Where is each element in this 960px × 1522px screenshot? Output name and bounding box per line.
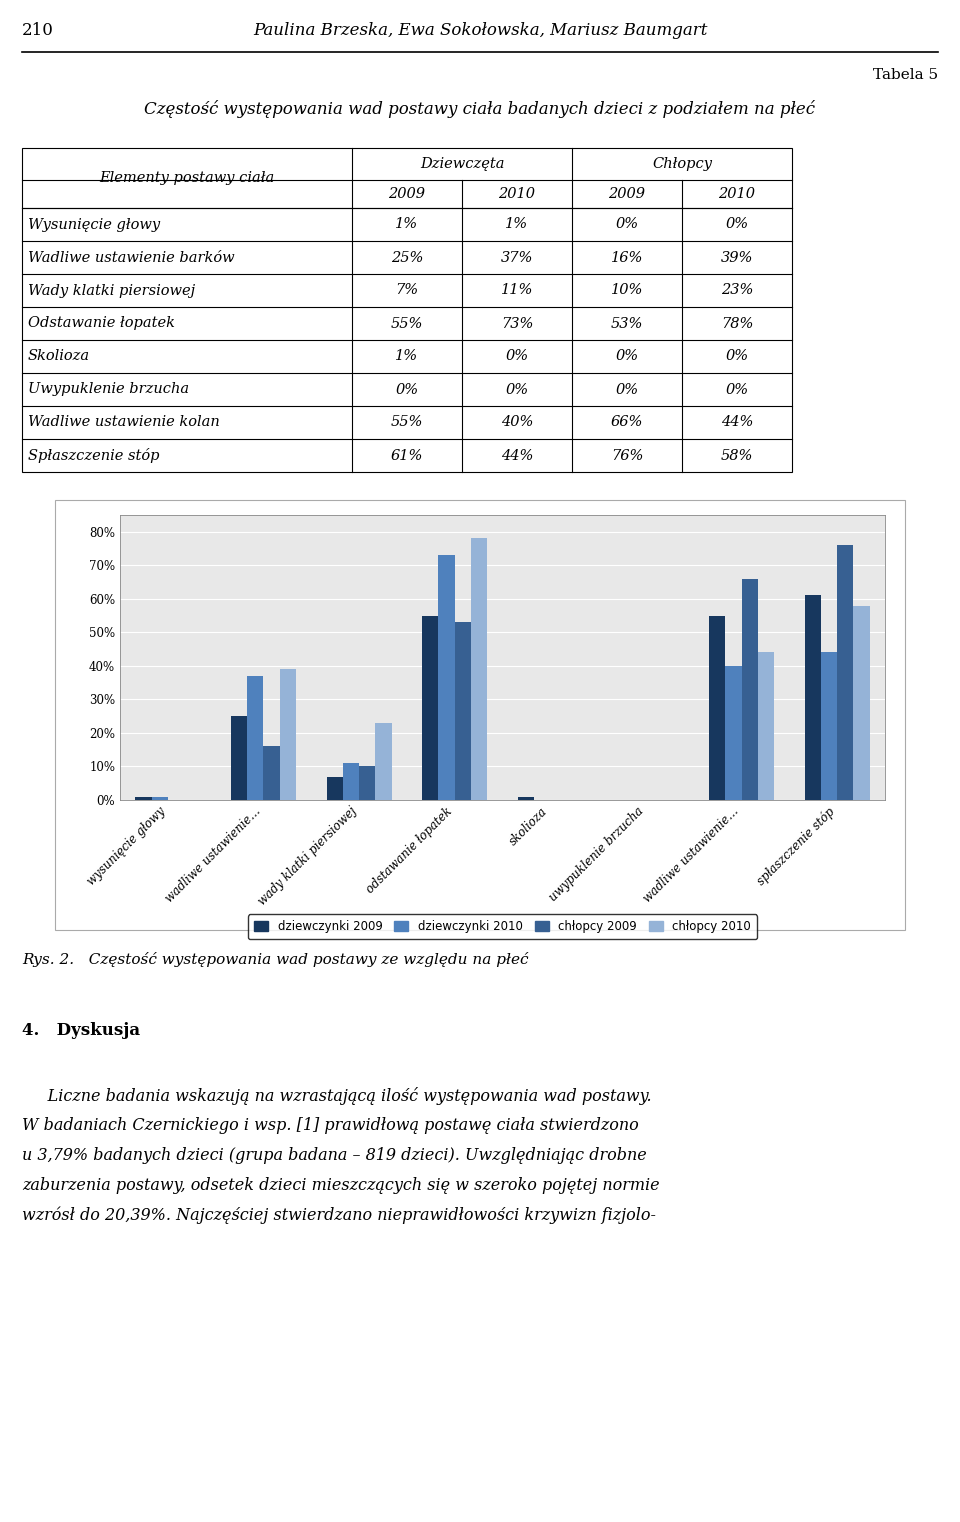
Text: 0%: 0% — [615, 382, 638, 397]
Text: Wadliwe ustawienie barków: Wadliwe ustawienie barków — [28, 251, 234, 265]
Text: Liczne badania wskazują na wzrastającą ilość występowania wad postawy.: Liczne badania wskazują na wzrastającą i… — [22, 1087, 652, 1105]
Text: zaburzenia postawy, odsetek dzieci mieszczących się w szeroko pojętej normie: zaburzenia postawy, odsetek dzieci miesz… — [22, 1177, 660, 1193]
Text: 61%: 61% — [391, 449, 423, 463]
Bar — [359, 767, 375, 801]
Legend: dziewczynki 2009, dziewczynki 2010, chłopcy 2009, chłopcy 2010: dziewczynki 2009, dziewczynki 2010, chło… — [248, 915, 756, 939]
Bar — [55, 501, 905, 930]
Text: 53%: 53% — [611, 317, 643, 330]
Bar — [247, 676, 263, 801]
Bar — [517, 796, 534, 801]
Text: Wady klatki piersiowej: Wady klatki piersiowej — [28, 283, 195, 297]
Bar — [422, 615, 439, 801]
Text: Częstość występowania wad postawy ciała badanych dzieci z podziałem na płeć: Częstość występowania wad postawy ciała … — [145, 100, 815, 119]
Text: Odstawanie łopatek: Odstawanie łopatek — [28, 317, 175, 330]
Bar — [439, 556, 455, 801]
Text: 66%: 66% — [611, 416, 643, 429]
Text: wzrósł do 20,39%. Najczęściej stwierdzano nieprawidłowości krzywizn fizjolo-: wzrósł do 20,39%. Najczęściej stwierdzan… — [22, 1207, 656, 1225]
Bar — [853, 606, 870, 801]
Text: 16%: 16% — [611, 251, 643, 265]
Bar — [343, 763, 359, 801]
Bar — [471, 539, 487, 801]
Text: 1%: 1% — [396, 350, 419, 364]
Text: 55%: 55% — [391, 317, 423, 330]
Text: 25%: 25% — [391, 251, 423, 265]
Bar — [231, 717, 247, 801]
Text: 0%: 0% — [615, 350, 638, 364]
Bar — [455, 622, 471, 801]
Bar — [152, 796, 168, 801]
Bar — [741, 578, 757, 801]
Text: Elementy postawy ciała: Elementy postawy ciała — [100, 170, 275, 186]
Text: 0%: 0% — [505, 350, 529, 364]
Text: 2010: 2010 — [498, 187, 536, 201]
Text: 40%: 40% — [501, 416, 533, 429]
Text: 78%: 78% — [721, 317, 754, 330]
Text: 0%: 0% — [726, 350, 749, 364]
Text: 37%: 37% — [501, 251, 533, 265]
Bar — [279, 670, 296, 801]
Bar — [326, 776, 343, 801]
Text: Uwypuklenie brzucha: Uwypuklenie brzucha — [28, 382, 189, 397]
Text: 2009: 2009 — [389, 187, 425, 201]
Bar — [726, 667, 741, 801]
Bar — [709, 615, 726, 801]
Text: 0%: 0% — [615, 218, 638, 231]
Text: Paulina Brzeska, Ewa Sokołowska, Mariusz Baumgart: Paulina Brzeska, Ewa Sokołowska, Mariusz… — [252, 21, 708, 40]
Bar — [22, 148, 792, 472]
Text: 76%: 76% — [611, 449, 643, 463]
Text: 0%: 0% — [726, 218, 749, 231]
Text: 58%: 58% — [721, 449, 754, 463]
Text: 10%: 10% — [611, 283, 643, 297]
Text: 55%: 55% — [391, 416, 423, 429]
Text: 2009: 2009 — [609, 187, 645, 201]
Text: Wysunięcie głowy: Wysunięcie głowy — [28, 218, 160, 231]
Text: Skolioza: Skolioza — [28, 350, 90, 364]
Text: Chłopcy: Chłopcy — [652, 157, 712, 170]
Text: 23%: 23% — [721, 283, 754, 297]
Text: 44%: 44% — [501, 449, 533, 463]
Text: W badaniach Czernickiego i wsp. [1] prawidłową postawę ciała stwierdzono: W badaniach Czernickiego i wsp. [1] praw… — [22, 1117, 638, 1134]
Bar — [263, 746, 279, 801]
Text: 39%: 39% — [721, 251, 754, 265]
Text: Dziewczęta: Dziewczęta — [420, 157, 504, 170]
Text: Wadliwe ustawienie kolan: Wadliwe ustawienie kolan — [28, 416, 220, 429]
Bar — [837, 545, 853, 801]
Text: u 3,79% badanych dzieci (grupa badana – 819 dzieci). Uwzględniając drobne: u 3,79% badanych dzieci (grupa badana – … — [22, 1148, 647, 1164]
Text: 0%: 0% — [726, 382, 749, 397]
Text: 11%: 11% — [501, 283, 533, 297]
Bar — [757, 653, 774, 801]
Text: 1%: 1% — [505, 218, 529, 231]
Text: 210: 210 — [22, 21, 54, 40]
Text: Tabela 5: Tabela 5 — [873, 68, 938, 82]
Bar — [135, 796, 152, 801]
Bar — [375, 723, 392, 801]
Text: Spłaszczenie stóp: Spłaszczenie stóp — [28, 447, 159, 463]
Text: Rys. 2.   Częstość występowania wad postawy ze względu na płeć: Rys. 2. Częstość występowania wad postaw… — [22, 951, 529, 966]
Text: 7%: 7% — [396, 283, 419, 297]
Text: 1%: 1% — [396, 218, 419, 231]
Text: 73%: 73% — [501, 317, 533, 330]
Text: 44%: 44% — [721, 416, 754, 429]
Text: 0%: 0% — [396, 382, 419, 397]
Bar — [804, 595, 821, 801]
Text: 2010: 2010 — [718, 187, 756, 201]
Text: 4.   Dyskusja: 4. Dyskusja — [22, 1021, 140, 1040]
Bar — [821, 653, 837, 801]
Text: 0%: 0% — [505, 382, 529, 397]
